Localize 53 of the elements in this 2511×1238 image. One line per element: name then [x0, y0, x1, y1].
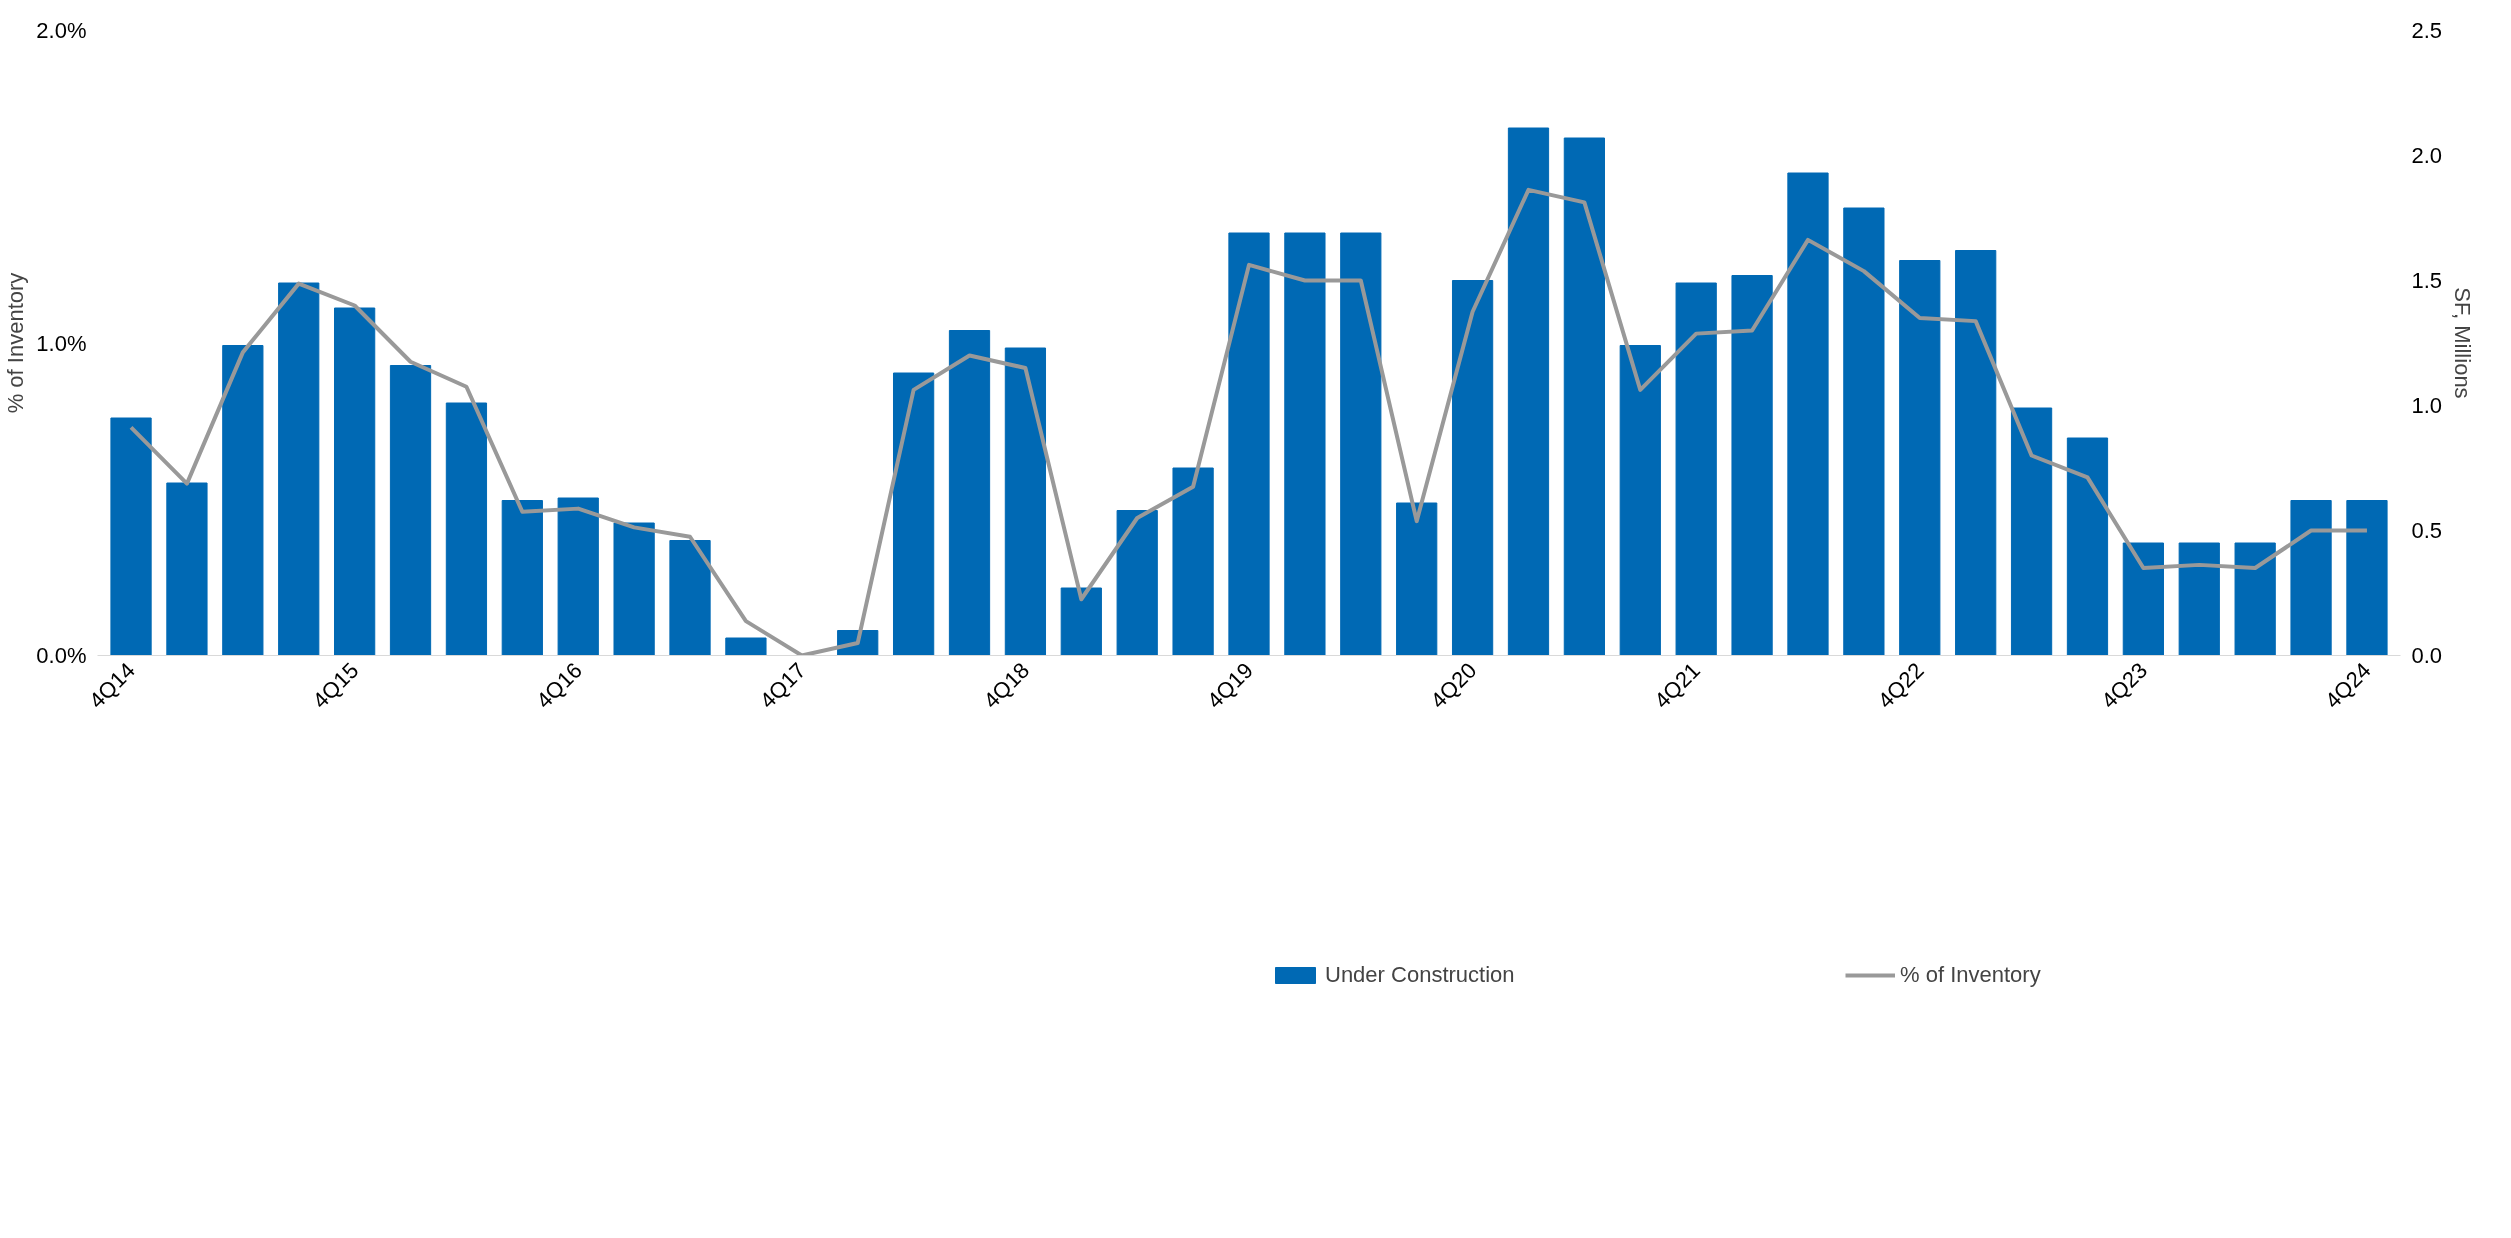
- bar: [2346, 500, 2388, 656]
- bar: [948, 330, 991, 656]
- y-axis-title: % of Inventory: [3, 272, 29, 414]
- bar: [2122, 542, 2164, 656]
- bar: [1731, 275, 1773, 656]
- bar: [1060, 587, 1102, 656]
- bar: [110, 417, 152, 656]
- y2-tick-label: 0.5: [2411, 518, 2443, 543]
- bar: [1228, 232, 1270, 656]
- bar: [725, 637, 767, 656]
- bar: [613, 522, 655, 656]
- bar: [1004, 347, 1047, 656]
- bar: [1619, 345, 1661, 656]
- bar: [2178, 542, 2220, 656]
- y2-tick-label: 0.0: [2411, 643, 2443, 668]
- bar: [1507, 127, 1550, 656]
- bar: [1172, 467, 1214, 656]
- bar: [1340, 232, 1382, 656]
- bar: [557, 497, 599, 656]
- bar: [669, 540, 711, 656]
- y2-tick-label: 1.0: [2411, 393, 2443, 418]
- bar: [1843, 207, 1885, 656]
- bar: [1451, 280, 1494, 656]
- bar: [278, 282, 320, 656]
- y-tick-label: 1.0%: [36, 330, 87, 356]
- bar: [1284, 232, 1326, 656]
- bar: [501, 500, 543, 656]
- bar: [1116, 510, 1158, 656]
- y2-tick-label: 2.0: [2411, 143, 2443, 168]
- legend-label: Under Construction: [1325, 962, 1516, 988]
- bar: [166, 482, 208, 656]
- bar: [1787, 172, 1829, 656]
- line-series: [129, 187, 2369, 656]
- bar: [389, 365, 432, 656]
- bar: [2066, 437, 2109, 656]
- bar: [2010, 407, 2053, 656]
- legend-label: % of Inventory: [1900, 962, 2042, 988]
- bar: [445, 402, 488, 656]
- bar: [892, 372, 935, 656]
- bar: [1899, 260, 1941, 656]
- y2-tick-label: 2.5: [2411, 18, 2443, 43]
- y-tick-label: 0.0%: [36, 643, 87, 668]
- bar: [2290, 500, 2332, 656]
- bar: [334, 307, 376, 656]
- y-tick-label: 2.0%: [36, 18, 87, 43]
- bar: [1563, 137, 1606, 656]
- y2-axis-title: SF, Millions: [2450, 287, 2476, 399]
- bar: [2234, 542, 2276, 656]
- bar: [1955, 250, 1997, 656]
- bar: [1675, 282, 1717, 656]
- bar: [1396, 502, 1438, 656]
- y2-tick-label: 1.5: [2411, 268, 2443, 293]
- bar: [222, 345, 264, 656]
